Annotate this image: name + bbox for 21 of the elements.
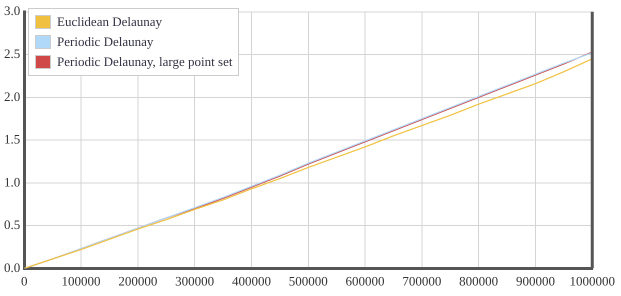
x-tick-label: 300000: [175, 274, 214, 289]
y-tick-label: 1.5: [4, 132, 20, 147]
x-tick-label: 400000: [232, 274, 271, 289]
x-tick-label: 800000: [459, 274, 498, 289]
y-tick-label: 3.0: [4, 3, 20, 18]
x-tick-label: 600000: [346, 274, 385, 289]
x-tick-label: 700000: [402, 274, 442, 289]
legend-label: Periodic Delaunay, large point set: [57, 54, 232, 70]
legend-label: Euclidean Delaunay: [57, 14, 162, 30]
x-tick-label: 0: [21, 274, 28, 289]
x-tick-label: 900000: [516, 274, 555, 289]
y-tick-label: 2.0: [4, 88, 20, 104]
y-tick-label: 1.0: [4, 174, 20, 190]
legend-label: Periodic Delaunay: [57, 34, 154, 50]
x-tick-label: 500000: [288, 274, 328, 289]
y-tick-label: 0.5: [4, 217, 20, 232]
x-tick-label: 200000: [118, 274, 158, 289]
x-tick-label: 100000: [62, 274, 101, 289]
y-tick-label: 2.5: [4, 46, 20, 61]
y-tick-label: 0.0: [4, 260, 20, 275]
x-tick-label: 1000000: [570, 274, 615, 289]
